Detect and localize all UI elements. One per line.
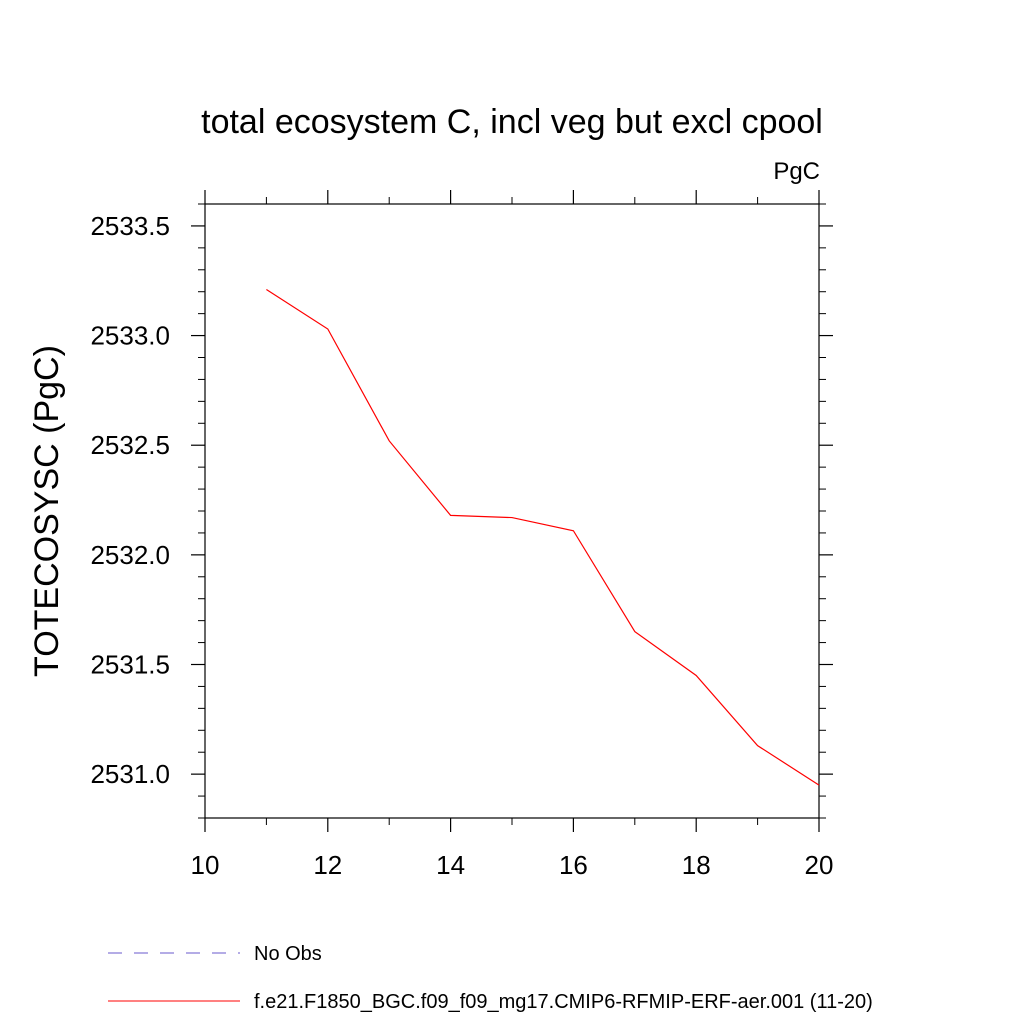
y-tick-label: 2531.5 <box>90 650 170 680</box>
x-tick-label: 16 <box>559 850 588 880</box>
y-tick-label: 2533.5 <box>90 211 170 241</box>
plot-frame <box>204 203 820 819</box>
y-axis-label: TOTECOSYSC (PgC) <box>28 345 66 677</box>
x-tick-label: 12 <box>313 850 342 880</box>
y-tick-label: 2533.0 <box>90 321 170 351</box>
y-tick-label: 2532.5 <box>90 430 170 460</box>
tick-labels: 10 12 14 16 18 20 2531.0 2531.5 2532.0 2532.5 2533… <box>90 211 833 880</box>
legend: No Obs f.e21.F1850_BGC.f09_f09_mg17.CMIP… <box>108 943 873 1013</box>
legend-label-series: f.e21.F1850_BGC.f09_f09_mg17.CMIP6-RFMIP… <box>254 991 873 1013</box>
x-tick-label: 10 <box>191 850 220 880</box>
axis-ticks <box>191 190 833 832</box>
units-label: PgC <box>773 158 820 185</box>
chart-title: total ecosystem C, incl veg but excl cpo… <box>201 103 823 141</box>
y-tick-label: 2532.0 <box>90 540 170 570</box>
series-line-0 <box>266 289 820 786</box>
legend-label-no-obs: No Obs <box>254 943 322 965</box>
y-tick-label: 2531.0 <box>90 759 170 789</box>
series-layer <box>266 289 820 786</box>
x-tick-label: 20 <box>805 850 834 880</box>
x-tick-label: 18 <box>682 850 711 880</box>
x-tick-label: 14 <box>436 850 465 880</box>
